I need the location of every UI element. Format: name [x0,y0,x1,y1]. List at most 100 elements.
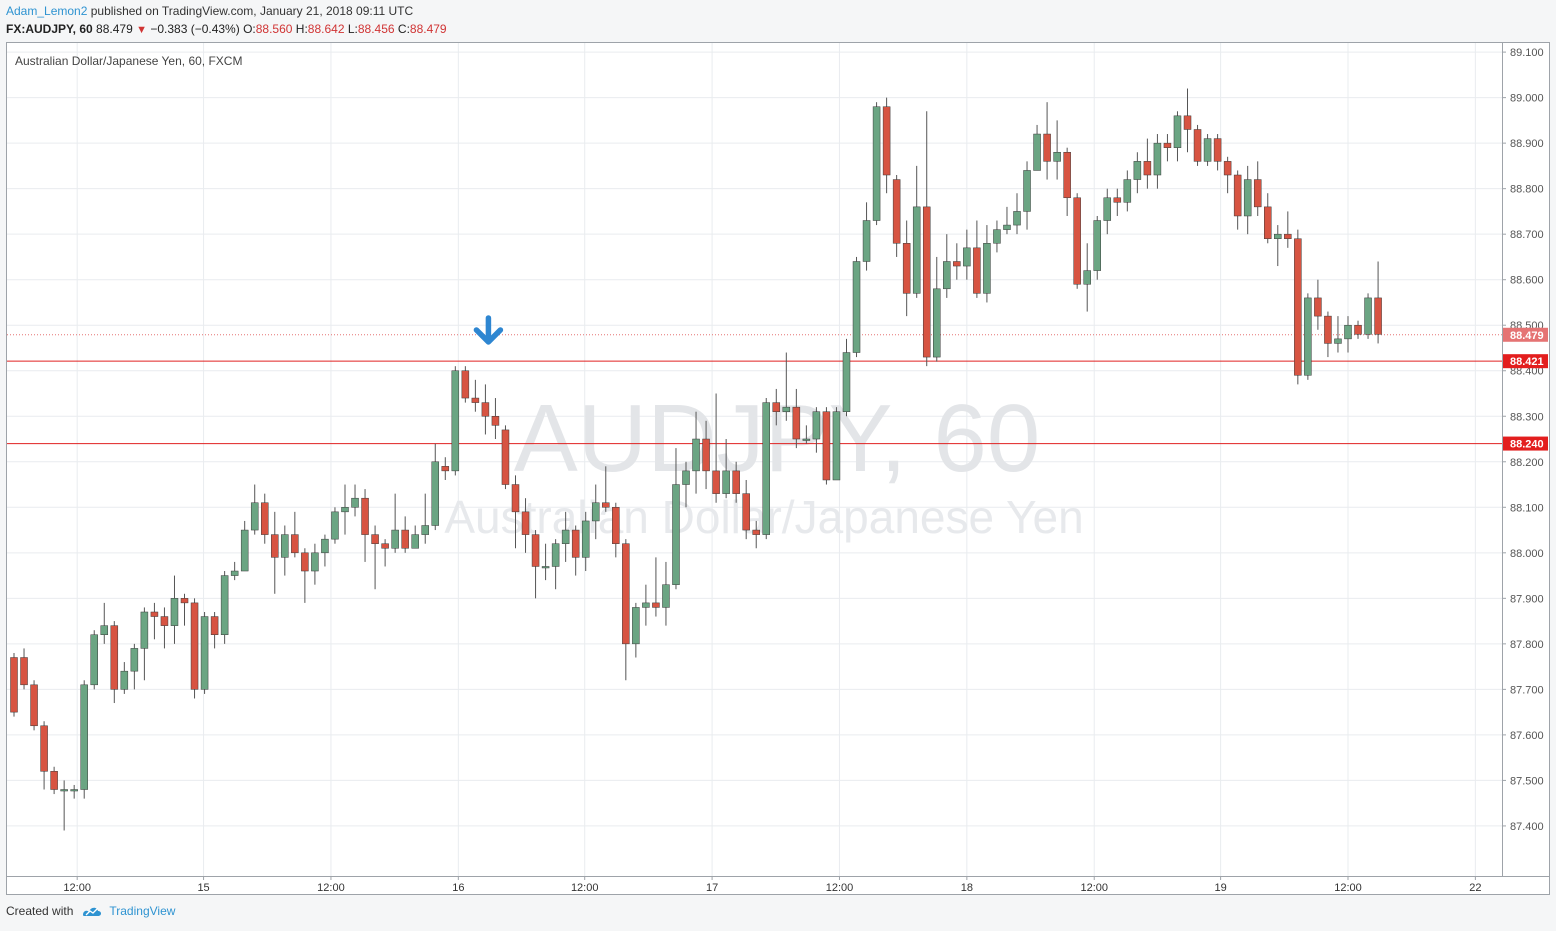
watermark-symbol: AUDJPY, 60 [514,385,1041,492]
y-tick-label: 88.700 [1510,229,1544,241]
candle-body-up [963,247,971,267]
candle [742,479,750,540]
candle [672,448,680,590]
candle-body-down [1113,197,1122,203]
candle [421,493,429,544]
candle [662,561,670,626]
candle-body-down [1253,179,1262,208]
candle [401,516,409,553]
candle-body-down [1143,161,1152,176]
candle-body-up [581,520,590,558]
candle-body-down [20,657,28,686]
y-tick-label: 88.400 [1510,366,1544,378]
candle-body-down [1213,138,1222,162]
candle-body-up [1083,270,1091,285]
candle-body-down [371,534,379,544]
candle-body-up [782,406,791,412]
candle [652,557,660,617]
candle [571,525,580,576]
low-label: L: [347,22,358,36]
candle-body-up [722,470,730,494]
candle-body-down [461,370,470,399]
candle [842,338,851,417]
level-price-badge-bg [1503,436,1548,451]
candle-body-down [261,502,269,535]
candle [852,256,861,358]
candle-body-up [862,220,871,262]
candle [331,507,339,544]
symbol-label[interactable]: FX:AUDJPY, 60 [6,22,93,36]
candle [501,425,510,490]
y-tick-label: 87.600 [1510,730,1544,742]
candle-body-up [90,634,98,686]
candle [1304,293,1312,380]
candle-body-down [1354,324,1362,335]
candle-body-up [331,511,339,540]
candle-body-down [772,402,781,412]
candle [411,525,419,549]
candle [60,780,68,831]
candle [762,398,770,540]
close-value: 88.479 [409,22,447,36]
candle [1243,165,1252,235]
candlestick-chart[interactable]: AUDJPY, 60 Australian Dollar/Japanese Yen… [7,43,1549,894]
candle [1073,193,1081,289]
candle-body-up [983,243,991,294]
candle [1163,134,1172,162]
x-tick-label: 19 [1214,882,1226,894]
candle [521,498,530,553]
candle-body-up [632,607,640,645]
current-price-badge-bg [1503,327,1548,342]
candle-body-down [381,543,389,549]
candle [1063,147,1071,216]
candle [250,484,259,535]
candle [1294,229,1302,385]
candle-body-up [391,529,399,549]
candle-body-down [1193,129,1202,162]
candle-body-up [100,625,109,635]
candle [120,662,129,694]
candle-body-up [451,370,460,472]
candle-body-down [922,206,931,358]
candle-body-down [40,725,48,772]
candle [50,766,58,795]
candle-body-down [1294,238,1302,376]
candle [1264,193,1272,244]
candle [1023,161,1031,230]
candle [1203,134,1212,166]
candle-body-up [321,538,329,554]
candle [1013,193,1021,235]
chart-panel[interactable]: AUDJPY, 60 Australian Dollar/Japanese Yen… [6,42,1550,895]
x-tick-label: 12:00 [571,882,599,894]
candle-body-up [170,598,179,626]
level-price-badge: 88.240 [1510,439,1544,451]
candle-body-up [281,534,289,558]
candle [1284,211,1292,248]
candle [1274,225,1282,267]
candle-body-up [431,461,440,526]
open-value: 88.560 [255,22,293,36]
candle-body-up [662,584,670,608]
candle [752,520,760,549]
author-link[interactable]: Adam_Lemon2 [6,4,88,18]
tradingview-link[interactable]: TradingView [109,904,176,918]
candle-body-up [832,411,841,481]
candle [1354,320,1362,339]
candle [1053,120,1061,180]
candle-body-up [1364,297,1372,335]
candle [1083,243,1091,312]
candle-body-up [230,570,239,576]
candle-body-up [672,484,680,585]
candle [1173,111,1182,162]
close-label: C: [397,22,410,36]
candle-body-up [1173,115,1182,148]
candle-body-down [882,106,891,176]
candle-body-up [852,261,861,353]
candle-body-up [912,206,921,294]
candle-body-up [1274,233,1282,239]
candle [722,439,730,499]
y-tick-label: 88.900 [1510,138,1544,150]
x-tick-label: 22 [1469,882,1481,894]
candle-body-down [501,429,510,485]
candle [230,561,239,581]
